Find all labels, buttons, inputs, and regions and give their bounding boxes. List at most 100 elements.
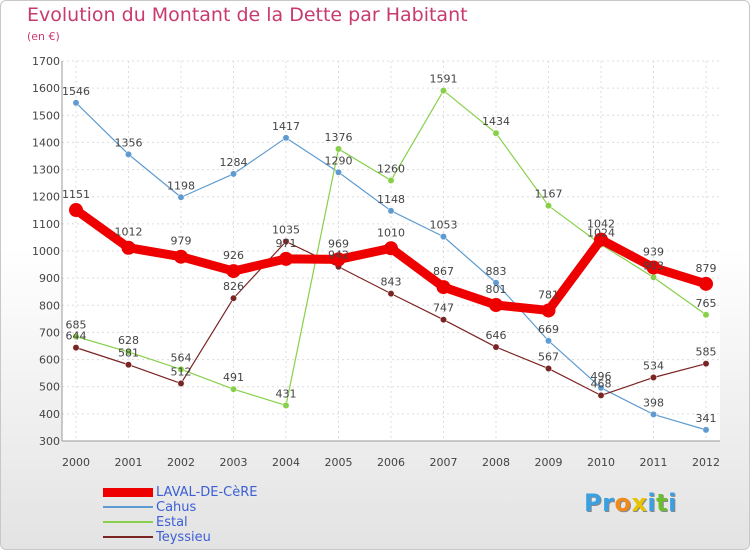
data-label: 781 — [538, 288, 559, 301]
data-label: 879 — [696, 262, 717, 275]
y-tick-label: 1000 — [32, 245, 60, 258]
y-tick-label: 900 — [39, 272, 60, 285]
data-label: 979 — [171, 235, 192, 248]
y-tick-label: 1400 — [32, 136, 60, 149]
data-label: 1290 — [325, 154, 353, 167]
data-label: 534 — [643, 359, 664, 372]
data-label: 942 — [328, 249, 349, 262]
legend-label: LAVAL-DE-CèRE — [156, 485, 258, 500]
x-tick-label: 2006 — [377, 456, 405, 469]
data-label: 398 — [643, 396, 664, 409]
data-label: 431 — [276, 387, 297, 400]
y-tick-label: 1700 — [32, 55, 60, 68]
data-point — [594, 232, 608, 247]
data-label: 801 — [486, 283, 507, 296]
data-label: 971 — [276, 237, 297, 250]
data-point — [72, 333, 80, 340]
data-label: 1591 — [430, 73, 458, 86]
legend-swatch — [103, 487, 153, 497]
logo-letter: P — [584, 489, 603, 517]
logo-letter: r — [602, 489, 615, 517]
data-label: 765 — [696, 297, 717, 310]
series-layer — [69, 87, 713, 434]
chart-title: Evolution du Montant de la Dette par Hab… — [27, 4, 468, 26]
legend-swatch — [103, 506, 153, 508]
data-point — [492, 343, 500, 351]
y-tick-label: 1100 — [32, 218, 60, 231]
data-label: 1167 — [535, 188, 563, 201]
data-label: 468 — [591, 377, 612, 390]
data-point — [646, 260, 661, 275]
data-point — [230, 385, 237, 393]
legend-label: Estal — [156, 515, 188, 530]
data-label: 939 — [643, 246, 664, 259]
data-point — [72, 99, 80, 107]
data-label: 1546 — [62, 85, 90, 98]
data-point — [440, 233, 447, 241]
data-point — [282, 134, 290, 142]
legend-swatch — [103, 521, 153, 523]
data-label: 512 — [171, 365, 192, 378]
data-label: 883 — [486, 265, 507, 278]
y-tick-label: 500 — [39, 381, 60, 394]
data-point — [489, 298, 503, 313]
data-point — [282, 238, 290, 245]
data-point — [440, 316, 447, 324]
data-point — [702, 360, 710, 368]
data-label: 867 — [433, 265, 454, 278]
data-label: 969 — [328, 237, 349, 250]
data-label: 1376 — [325, 131, 353, 144]
data-label: 1042 — [587, 218, 615, 231]
data-label: 903 — [643, 259, 664, 272]
axis-layer: 300 400 500 600 700 800 900 1000 1100 1200 1300 140… — [32, 55, 720, 469]
data-label: 1012 — [115, 226, 143, 239]
data-label: 581 — [118, 347, 139, 360]
data-point — [436, 280, 451, 295]
x-tick-label: 2005 — [325, 456, 353, 469]
data-point — [69, 203, 83, 218]
data-point — [72, 344, 80, 352]
data-point — [230, 294, 237, 302]
logo-letter: x — [631, 489, 648, 517]
y-tick-label: 600 — [39, 354, 60, 367]
proxiti-logo: Proxiti — [584, 489, 677, 517]
data-label: 1151 — [62, 188, 90, 201]
data-point — [174, 249, 188, 264]
x-tick-label: 2004 — [272, 456, 300, 469]
data-point — [121, 240, 136, 255]
x-tick-label: 2003 — [220, 456, 248, 469]
data-point — [230, 170, 237, 178]
logo-letter: i — [647, 489, 657, 517]
data-point — [177, 380, 185, 387]
data-label: 926 — [223, 249, 244, 262]
data-label: 496 — [591, 370, 612, 383]
data-label: 1434 — [482, 115, 510, 128]
data-point — [177, 365, 185, 373]
data-label: 1198 — [167, 179, 195, 192]
chart-subtitle: (en €) — [27, 30, 60, 43]
data-point — [387, 207, 395, 215]
data-label: 341 — [696, 412, 717, 425]
x-tick-label: 2007 — [430, 456, 458, 469]
data-point — [492, 279, 500, 287]
data-point — [650, 410, 657, 418]
data-point — [699, 276, 713, 291]
data-point — [545, 202, 552, 210]
data-point — [125, 150, 132, 158]
data-label: 843 — [381, 276, 402, 289]
data-label-layer: 1546 1356 1198 1284 1417 1290 1148 1053 883 669 49… — [62, 73, 717, 425]
y-tick-label: 1500 — [32, 109, 60, 122]
legend-label: Cahus — [156, 500, 197, 515]
data-label: 491 — [223, 371, 244, 384]
y-tick-label: 800 — [39, 299, 60, 312]
data-point — [597, 384, 605, 392]
y-tick-label: 1300 — [32, 164, 60, 177]
data-point — [545, 365, 552, 372]
x-tick-label: 2011 — [640, 456, 668, 469]
data-label: 585 — [696, 346, 717, 359]
data-label: 646 — [486, 329, 507, 342]
data-point — [650, 374, 657, 381]
data-point — [440, 87, 447, 95]
data-point — [331, 252, 346, 267]
